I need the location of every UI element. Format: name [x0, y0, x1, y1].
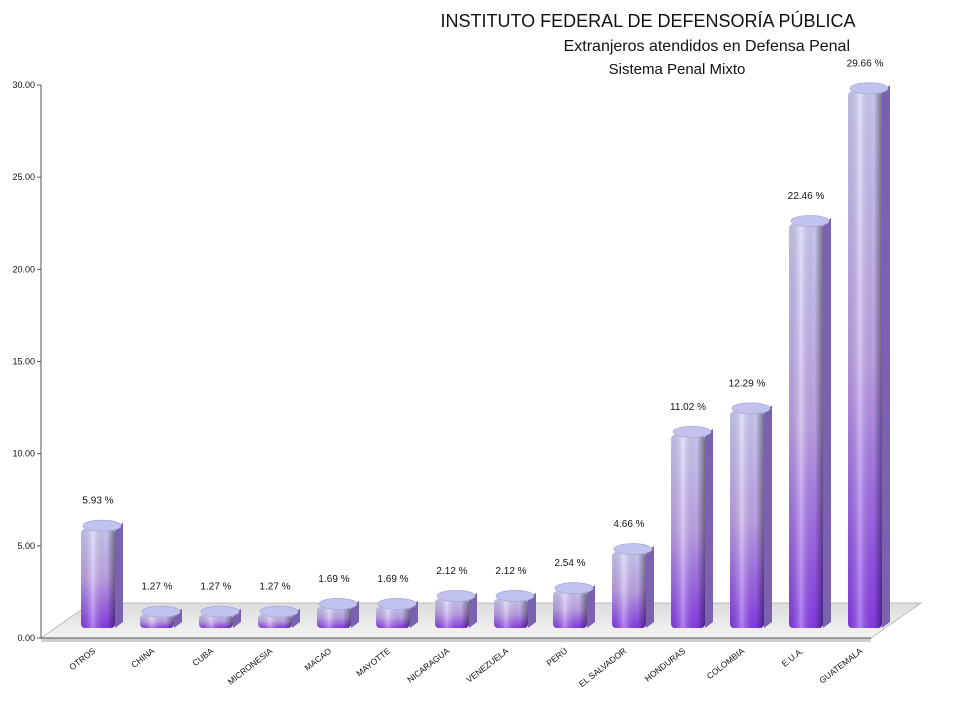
bar-side — [823, 217, 831, 628]
x-tick-label: NICARAGUA — [405, 645, 451, 684]
bar-top — [82, 519, 122, 532]
y-tick-label: 0.00 — [17, 633, 35, 643]
bar: 12.29 % — [729, 378, 772, 628]
y-tick-label: 10.00 — [12, 449, 35, 459]
bar-side — [764, 405, 772, 628]
chart-title: INSTITUTO FEDERAL DE DEFENSORÍA PÚBLICA — [440, 10, 855, 31]
bar-shade — [612, 552, 646, 628]
x-tick-label: OTROS — [67, 645, 97, 672]
x-tick-label: MICRONESIA — [226, 645, 275, 686]
bar-side — [587, 585, 595, 628]
data-label: 11.02 % — [670, 402, 706, 413]
x-tick-label: MACAO — [303, 645, 334, 672]
bar-shade — [553, 591, 587, 628]
data-label: 1.27 % — [200, 582, 231, 593]
bar-top — [318, 597, 358, 610]
floor-front — [41, 638, 871, 642]
y-axis: 0.00 5.00 10.00 15.00 20.00 25.00 30.00 — [12, 80, 42, 643]
bar-top — [259, 605, 299, 618]
bar-top — [731, 402, 771, 415]
bar-shade — [494, 598, 528, 628]
bar-side — [646, 546, 654, 628]
bar: 22.46 % — [788, 191, 831, 628]
bar-side — [528, 592, 536, 628]
bar-shade — [140, 614, 174, 628]
bar-shade — [848, 91, 882, 628]
y-tick-label: 5.00 — [17, 541, 35, 551]
data-label: 29.66 % — [847, 58, 884, 69]
bar-side — [705, 428, 713, 628]
bar-top — [436, 590, 476, 602]
bar: 11.02 % — [670, 402, 713, 628]
bar: 1.69 % — [317, 574, 359, 628]
data-label: 2.54 % — [554, 558, 585, 569]
y-tick-label: 25.00 — [12, 172, 35, 182]
data-label: 4.66 % — [613, 519, 644, 530]
x-tick-label: E.U.A. — [780, 646, 806, 669]
bar-shade — [317, 606, 351, 628]
data-label: 22.46 % — [788, 191, 825, 202]
x-tick-label: VENEZUELA — [464, 645, 510, 684]
x-axis: OTROS CHINA CUBA MICRONESIA MACAO MAYOTTE NICA… — [41, 637, 871, 689]
bar-top — [613, 543, 653, 556]
bar: 29.66 % — [847, 58, 890, 628]
bar: 1.69 % — [376, 574, 418, 628]
bar: 2.12 % — [494, 566, 536, 628]
bar-side — [469, 592, 477, 628]
y-tick-label: 20.00 — [12, 264, 35, 274]
x-tick-label: CUBA — [190, 645, 215, 668]
bar-top — [495, 590, 535, 602]
data-label: 2.12 % — [495, 566, 526, 577]
y-tick-label: 15.00 — [12, 357, 35, 367]
bar: 4.66 % — [612, 519, 654, 628]
bar: 5.93 % — [81, 496, 123, 628]
bar-shade — [81, 528, 115, 628]
bar-series: 5.93 % 1.27 % 1.27 % 1.27 % 1.69 % 1.69 % 2.12… — [81, 58, 890, 628]
bar-top — [790, 215, 830, 227]
chart-subtitle-2: Sistema Penal Mixto — [609, 61, 746, 78]
y-tick-label: 30.00 — [12, 80, 35, 90]
data-label: 1.27 % — [141, 582, 172, 593]
x-tick-label: MAYOTTE — [354, 646, 392, 679]
bar-shade — [730, 411, 764, 628]
chart-subtitle: Extranjeros atendidos en Defensa Penal — [564, 38, 850, 55]
data-label: 12.29 % — [729, 378, 766, 389]
bar: 1.27 % — [199, 582, 241, 628]
data-label: 1.69 % — [377, 574, 408, 585]
bar: 2.54 % — [553, 558, 595, 628]
bar-shade — [671, 434, 705, 628]
x-tick-label: COLOMBIA — [705, 645, 747, 681]
data-label: 2.12 % — [436, 566, 467, 577]
data-label: 5.93 % — [82, 496, 113, 507]
x-tick-label: HONDURAS — [643, 646, 688, 684]
bar: 1.27 % — [140, 582, 182, 628]
bar-shade — [435, 598, 469, 628]
bar: 2.12 % — [435, 566, 477, 628]
bar-shade — [789, 223, 823, 628]
x-tick-label: EL SALVADOR — [577, 646, 628, 689]
bar-side — [115, 522, 123, 628]
x-tick-label: PERÚ — [544, 646, 569, 668]
bar-shade — [199, 614, 233, 628]
bar-top — [200, 605, 240, 618]
bar-top — [377, 597, 417, 610]
bar-top — [672, 425, 712, 438]
bar: 1.27 % — [258, 582, 300, 628]
data-label: 1.27 % — [259, 582, 290, 593]
x-tick-label: CHINA — [129, 645, 156, 669]
bar-top — [849, 82, 889, 95]
data-label: 1.69 % — [318, 574, 349, 585]
bar-side — [882, 85, 890, 628]
bar-shade — [258, 614, 292, 628]
bar-top — [554, 582, 594, 595]
bar-top — [141, 605, 181, 618]
bar-shade — [376, 606, 410, 628]
x-tick-label: GUATEMALA — [817, 645, 864, 685]
